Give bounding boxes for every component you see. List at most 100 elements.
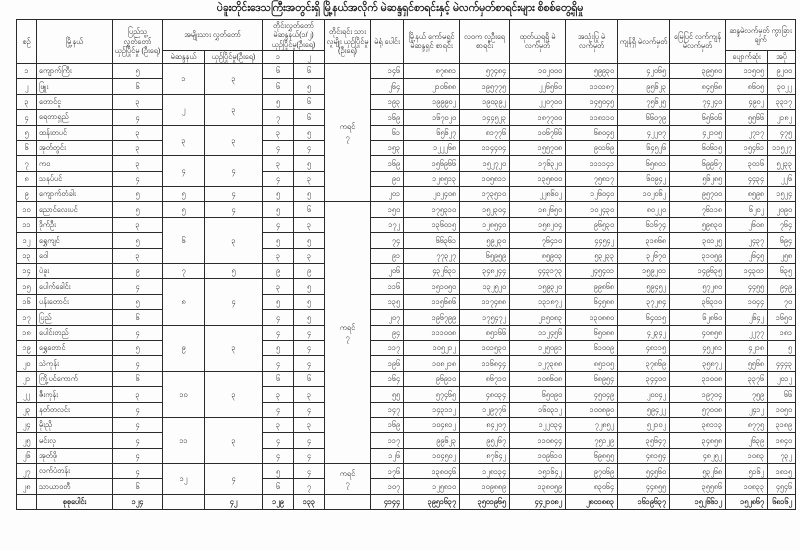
cell-issued: ၁၁၀၈၄၄	[509, 432, 566, 449]
cell-stations: ၂၀၆	[370, 263, 404, 280]
cell-stations: ၁၆၉	[370, 416, 404, 434]
table-row: ၂၁ ကြို့ပင်ကောက်၆၁၀၃၆၆၁၆၄ ၉၆၉၁၀ ၈၆၇၁၀ ၁၀၈၆၀၈…	[16, 370, 796, 418]
cell-extra: ၁၈၁၅	[767, 463, 796, 480]
cell-left: ၆၆၀၇၉	[617, 109, 670, 126]
cell-amyotha-contest: ၃	[204, 124, 263, 157]
cell-commission: ၁၃၈၀၄၆	[403, 463, 460, 480]
cell-township: မင်းလှ	[36, 432, 113, 449]
cell-used: ၉၇၀၆၉	[565, 463, 618, 480]
cell-township: ထန်းတပင်	[36, 124, 113, 141]
cell-no: ၁၆	[16, 293, 37, 311]
col-header-commission-list: မြို့နယ် ကော်မရှင် မဲဆန္ဒရှင် စာရင်း	[403, 19, 460, 64]
cell-amyotha-constituency: ၁	[162, 62, 205, 95]
cell-commission: ၁၀၄၅၀၂	[403, 447, 460, 465]
cell-immigration: ၈၁၇၇၆	[459, 124, 510, 141]
cell-region-constituency-1: ၆	[262, 78, 294, 95]
cell-immigration: ၁၉၅၇၇၅	[459, 78, 510, 95]
cell-pyithu-contest: ၄	[112, 416, 163, 434]
cell-used: ၅၉၉၃၀	[565, 62, 618, 80]
cell-issued: ၁၂၂၀၃၄	[509, 416, 566, 434]
cell-no: ၂၃	[16, 401, 37, 418]
cell-region-constituency-2: ၆	[293, 93, 325, 111]
cell-amyotha-constituency: ၁၁	[162, 416, 205, 465]
table-row: ၂၂ ဇီးကုန်း၃၃၃၅၅ ၅၇၄၆၅ ၄၈၀၃၄ ၆၅၀၉၀ ၄၅၀၄၉ ၂၀၀၄၂…	[16, 386, 796, 403]
cell-missing: ၂၆၀၈	[725, 216, 768, 234]
cell-extra: ၁၅၂၄	[767, 186, 796, 203]
cell-issued: ၂၂၆၅၆၀	[509, 78, 566, 95]
cell-pyithu-contest: ၄	[112, 278, 163, 295]
cell-immigration: ၁၄၄၅၂၃	[459, 109, 510, 126]
cell-extra: ၆၃၅	[767, 263, 796, 280]
cell-no: ၁၉	[16, 339, 37, 357]
cell-extra: ၇၀	[767, 293, 796, 311]
cell-commission: ၁၂၅၈၁၀	[403, 478, 460, 495]
cell-stations: ၁၀၇	[370, 478, 404, 495]
cell-region-constituency-1: ၅	[262, 463, 294, 480]
ethnic-group-count: ၇	[345, 478, 350, 488]
cell-extra: ၆၉၄	[767, 232, 796, 249]
cell-missing: ၂၂၇၇	[725, 324, 768, 341]
cell-region-constituency-1: ၉	[262, 263, 294, 280]
cell-pyithu-contest: ၆	[112, 478, 163, 495]
cell-extra: ၄၅၄၆	[767, 478, 796, 495]
col-header-diff-extra: အပို	[767, 50, 796, 64]
cell-commission: ၁၅၁၀၅၀	[403, 278, 460, 295]
cell-region-constituency-1: ၅	[262, 186, 294, 203]
cell-commission: ၁၁၅၆၈၆	[403, 293, 460, 311]
cell-region-constituency-2: ၅	[293, 78, 325, 95]
cell-commission: ၇၇၃၂၇	[403, 247, 460, 265]
cell-missing: ၆၂၀၂	[725, 201, 768, 218]
cell-totals-stations: ၄၁၄၄	[370, 493, 404, 511]
cell-used: ၉၀၁၆၉	[565, 139, 618, 157]
cell-issued: ၁၈၂၆၅၀	[509, 201, 566, 218]
cell-pyithu-contest: ၄	[112, 401, 163, 418]
cell-pyithu-contest: ၅	[112, 186, 163, 203]
cell-missing: ၈၅၉၈	[725, 186, 768, 203]
cell-extra: ၁၀၅၀	[767, 401, 796, 418]
cell-ground: ၃၅၈၇၂	[669, 355, 726, 372]
cell-no: ၁၃	[16, 247, 37, 265]
cell-no: ၂၄	[16, 416, 37, 434]
cell-totals-ethnic	[324, 493, 371, 511]
cell-immigration: ၅၇၄၈၄	[459, 62, 510, 80]
cell-region-constituency-1: ၄	[262, 139, 294, 157]
table-row: ၁၇ ပြည်၆ ၄၅ ၂၀၇ ၁၉၆၇၉၉ ၁၇၅၄၇၂ ၂၁၅၀၈၃ ၁၃၀၈၈၀ ၆၄၀၁…	[16, 309, 796, 326]
cell-left: ၅၉၄၂၂	[617, 401, 670, 418]
cell-stations: ၁၁၇	[370, 339, 404, 357]
cell-immigration: ၃၄၈၂၄၄	[459, 263, 510, 280]
cell-missing: ၅၅၆၈	[725, 355, 768, 372]
cell-amyotha-contest: ၃	[204, 216, 263, 265]
cell-pyithu-contest: ၄	[112, 324, 163, 341]
cell-extra: ၂၀၁၂	[767, 370, 796, 388]
cell-immigration: ၈၆၇၁၀	[459, 370, 510, 388]
cell-no: ၂၆	[16, 447, 37, 465]
cell-township: သာယာဝတီ	[36, 478, 113, 495]
cell-ground: ၅၃၂၆၈	[669, 463, 726, 480]
cell-immigration: ၁၇၃၅၁၀	[459, 186, 510, 203]
cell-immigration: ၅၉၂၃၀	[459, 232, 510, 249]
cell-region-constituency-1: ၅	[262, 201, 294, 218]
cell-amyotha-contest: ၄	[204, 201, 263, 218]
cell-issued: ၄၄၃၁၇၃	[509, 263, 566, 280]
cell-region-constituency-1: ၃	[262, 386, 294, 403]
cell-township: တောင်ငူ	[36, 93, 113, 111]
cell-ground: ၃၆၃၁၀	[669, 293, 726, 311]
cell-amyotha-constituency: ၉	[162, 324, 205, 372]
cell-stations: ၁၉၆	[370, 355, 404, 372]
cell-immigration: ၈၄၂၀၇	[459, 416, 510, 434]
cell-issued: ၁၃၈၀၅၉	[509, 478, 566, 495]
cell-used: ၄၅၀၄၉	[565, 386, 618, 403]
cell-stations: ၁၄၆	[370, 62, 404, 80]
cell-used: ၁၀၀၈၉၀	[565, 401, 618, 418]
cell-extra: ၃၃၁၇	[767, 93, 796, 111]
cell-amyotha-contest: ၃	[204, 62, 263, 95]
table-row: ၁၀ ညောင်လေးပင်၅၅၄၅၆ကရင်၇၁၅၀ ၁၇၅၃၁၀ ၁၅၂၃၀၄ ၁၈…	[16, 201, 796, 465]
cell-no: ၁၂	[16, 232, 37, 249]
col-header-immigration-list: လဝက လူဦးရေ စာရင်း	[459, 19, 510, 64]
cell-region-constituency-2: ၆	[293, 62, 325, 80]
cell-used: ၁၁၈၁၁၀	[565, 109, 618, 126]
cell-left: ၅၄၅၆၀	[617, 463, 670, 480]
cell-commission: ၂၁၀၆၈၈	[403, 78, 460, 95]
cell-left: ၃၅၆၄၇	[617, 432, 670, 449]
cell-totals-region-1: ၁၂၉	[262, 493, 294, 511]
